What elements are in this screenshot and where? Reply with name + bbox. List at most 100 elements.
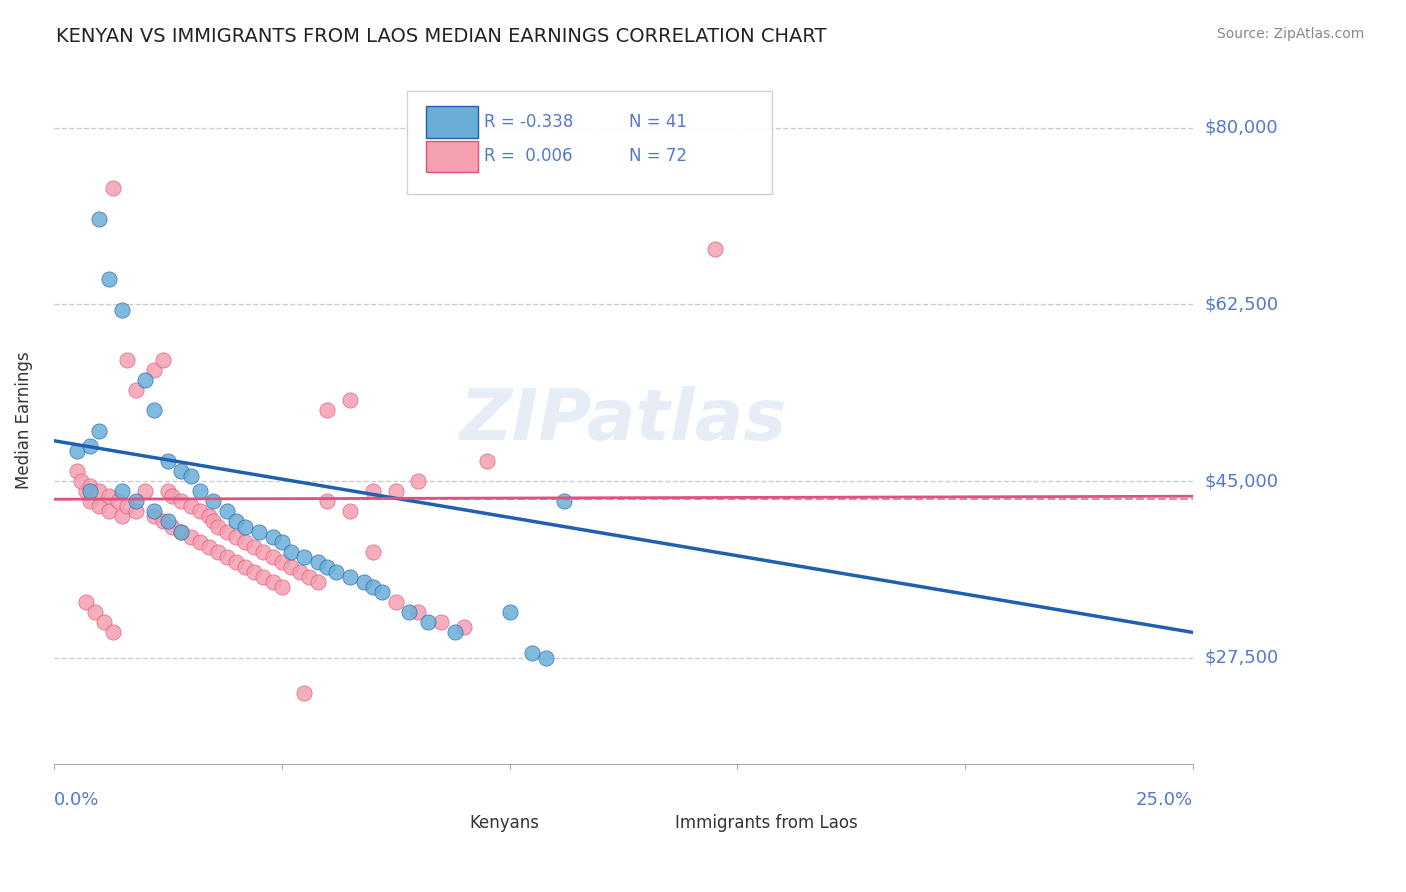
Text: N = 72: N = 72	[630, 147, 688, 165]
Point	[408, 474, 430, 488]
Point	[475, 454, 498, 468]
Point	[361, 484, 384, 499]
Point	[89, 211, 111, 226]
Text: ZIPatlas: ZIPatlas	[460, 386, 787, 455]
Point	[215, 524, 238, 539]
Point	[188, 504, 211, 518]
Point	[143, 504, 166, 518]
FancyBboxPatch shape	[630, 807, 669, 839]
Text: Immigrants from Laos: Immigrants from Laos	[675, 814, 858, 832]
Text: $80,000: $80,000	[1205, 119, 1278, 136]
Point	[97, 489, 120, 503]
Point	[202, 494, 225, 508]
Point	[125, 384, 148, 398]
Point	[180, 469, 202, 483]
Point	[316, 403, 339, 417]
Point	[398, 605, 420, 619]
Point	[270, 555, 292, 569]
Point	[225, 515, 247, 529]
Point	[115, 500, 138, 514]
Point	[162, 519, 184, 533]
Point	[101, 181, 124, 195]
Point	[247, 524, 270, 539]
Point	[111, 302, 134, 317]
Point	[371, 585, 394, 599]
Point	[316, 559, 339, 574]
Point	[188, 484, 211, 499]
Point	[384, 484, 406, 499]
Point	[361, 545, 384, 559]
Point	[65, 443, 87, 458]
Point	[101, 625, 124, 640]
Text: R =  0.006: R = 0.006	[485, 147, 574, 165]
Point	[522, 646, 544, 660]
Point	[170, 524, 193, 539]
Point	[298, 570, 321, 584]
Point	[225, 555, 247, 569]
Point	[498, 605, 520, 619]
Point	[97, 272, 120, 286]
Point	[294, 549, 316, 564]
Point	[197, 509, 219, 524]
Point	[215, 504, 238, 518]
Point	[79, 479, 101, 493]
Point	[197, 540, 219, 554]
Point	[430, 615, 453, 630]
Text: Kenyans: Kenyans	[470, 814, 540, 832]
Text: 25.0%: 25.0%	[1136, 791, 1194, 809]
Point	[207, 519, 229, 533]
Text: N = 41: N = 41	[630, 113, 688, 131]
Point	[143, 509, 166, 524]
Text: $45,000: $45,000	[1205, 472, 1278, 490]
FancyBboxPatch shape	[426, 141, 478, 172]
Point	[316, 494, 339, 508]
Point	[262, 549, 284, 564]
FancyBboxPatch shape	[426, 106, 478, 138]
Point	[152, 353, 174, 368]
Point	[453, 620, 475, 634]
Point	[156, 515, 179, 529]
Point	[215, 549, 238, 564]
Point	[107, 494, 129, 508]
FancyBboxPatch shape	[425, 807, 464, 839]
Point	[280, 545, 302, 559]
Point	[170, 524, 193, 539]
Point	[361, 580, 384, 594]
Point	[134, 373, 156, 387]
Point	[534, 650, 557, 665]
Point	[111, 484, 134, 499]
Text: KENYAN VS IMMIGRANTS FROM LAOS MEDIAN EARNINGS CORRELATION CHART: KENYAN VS IMMIGRANTS FROM LAOS MEDIAN EA…	[56, 27, 827, 45]
Point	[70, 474, 93, 488]
Point	[125, 504, 148, 518]
Point	[180, 500, 202, 514]
Point	[143, 403, 166, 417]
Point	[79, 439, 101, 453]
Text: $27,500: $27,500	[1205, 648, 1278, 666]
FancyBboxPatch shape	[406, 91, 772, 194]
Text: 0.0%: 0.0%	[53, 791, 100, 809]
Text: $62,500: $62,500	[1205, 295, 1278, 313]
Point	[125, 494, 148, 508]
Point	[89, 500, 111, 514]
Point	[325, 565, 347, 579]
Point	[93, 615, 115, 630]
Point	[353, 574, 375, 589]
Point	[233, 519, 256, 533]
Point	[384, 595, 406, 609]
Y-axis label: Median Earnings: Median Earnings	[15, 351, 32, 490]
Point	[156, 484, 179, 499]
Point	[294, 686, 316, 700]
Point	[444, 625, 467, 640]
Point	[243, 540, 266, 554]
Point	[307, 555, 329, 569]
Text: Source: ZipAtlas.com: Source: ZipAtlas.com	[1216, 27, 1364, 41]
Point	[75, 595, 97, 609]
Point	[270, 580, 292, 594]
Point	[143, 363, 166, 377]
Point	[288, 565, 311, 579]
Point	[156, 454, 179, 468]
Point	[339, 570, 361, 584]
Point	[115, 353, 138, 368]
Point	[79, 484, 101, 499]
Point	[252, 545, 274, 559]
